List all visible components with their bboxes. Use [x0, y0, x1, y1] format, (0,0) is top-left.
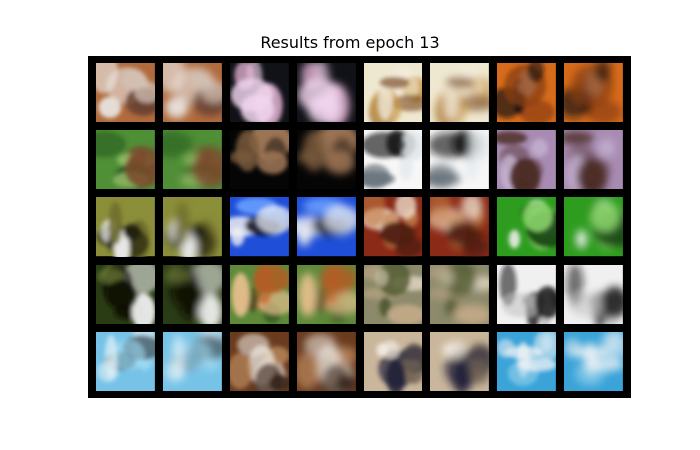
original-image	[363, 197, 423, 257]
reconstructed-image	[564, 63, 623, 123]
reconstructed-image	[564, 197, 623, 257]
reconstructed-image	[430, 264, 490, 324]
reconstructed-image	[564, 130, 623, 190]
original-image	[497, 63, 557, 123]
original-image	[229, 130, 289, 190]
original-image	[229, 197, 289, 257]
reconstructed-image	[564, 264, 623, 324]
reconstructed-image	[564, 331, 623, 391]
reconstructed-image	[296, 197, 356, 257]
image-grid	[88, 56, 631, 398]
reconstructed-image	[296, 63, 356, 123]
reconstructed-image	[296, 130, 356, 190]
reconstructed-image	[430, 197, 490, 257]
original-image	[96, 130, 155, 190]
original-image	[96, 331, 155, 391]
original-image	[363, 63, 423, 123]
reconstructed-image	[430, 63, 490, 123]
reconstructed-image	[162, 331, 222, 391]
figure-title: Results from epoch 13	[260, 33, 440, 52]
original-image	[497, 130, 557, 190]
reconstructed-image	[430, 130, 490, 190]
reconstructed-image	[430, 331, 490, 391]
reconstructed-image	[296, 264, 356, 324]
original-image	[229, 264, 289, 324]
original-image	[96, 264, 155, 324]
original-image	[96, 197, 155, 257]
original-image	[96, 63, 155, 123]
original-image	[497, 264, 557, 324]
reconstructed-image	[162, 197, 222, 257]
original-image	[363, 130, 423, 190]
original-image	[229, 331, 289, 391]
reconstructed-image	[162, 264, 222, 324]
reconstructed-image	[296, 331, 356, 391]
original-image	[363, 264, 423, 324]
reconstructed-image	[162, 130, 222, 190]
original-image	[363, 331, 423, 391]
original-image	[229, 63, 289, 123]
reconstructed-image	[162, 63, 222, 123]
original-image	[497, 331, 557, 391]
original-image	[497, 197, 557, 257]
